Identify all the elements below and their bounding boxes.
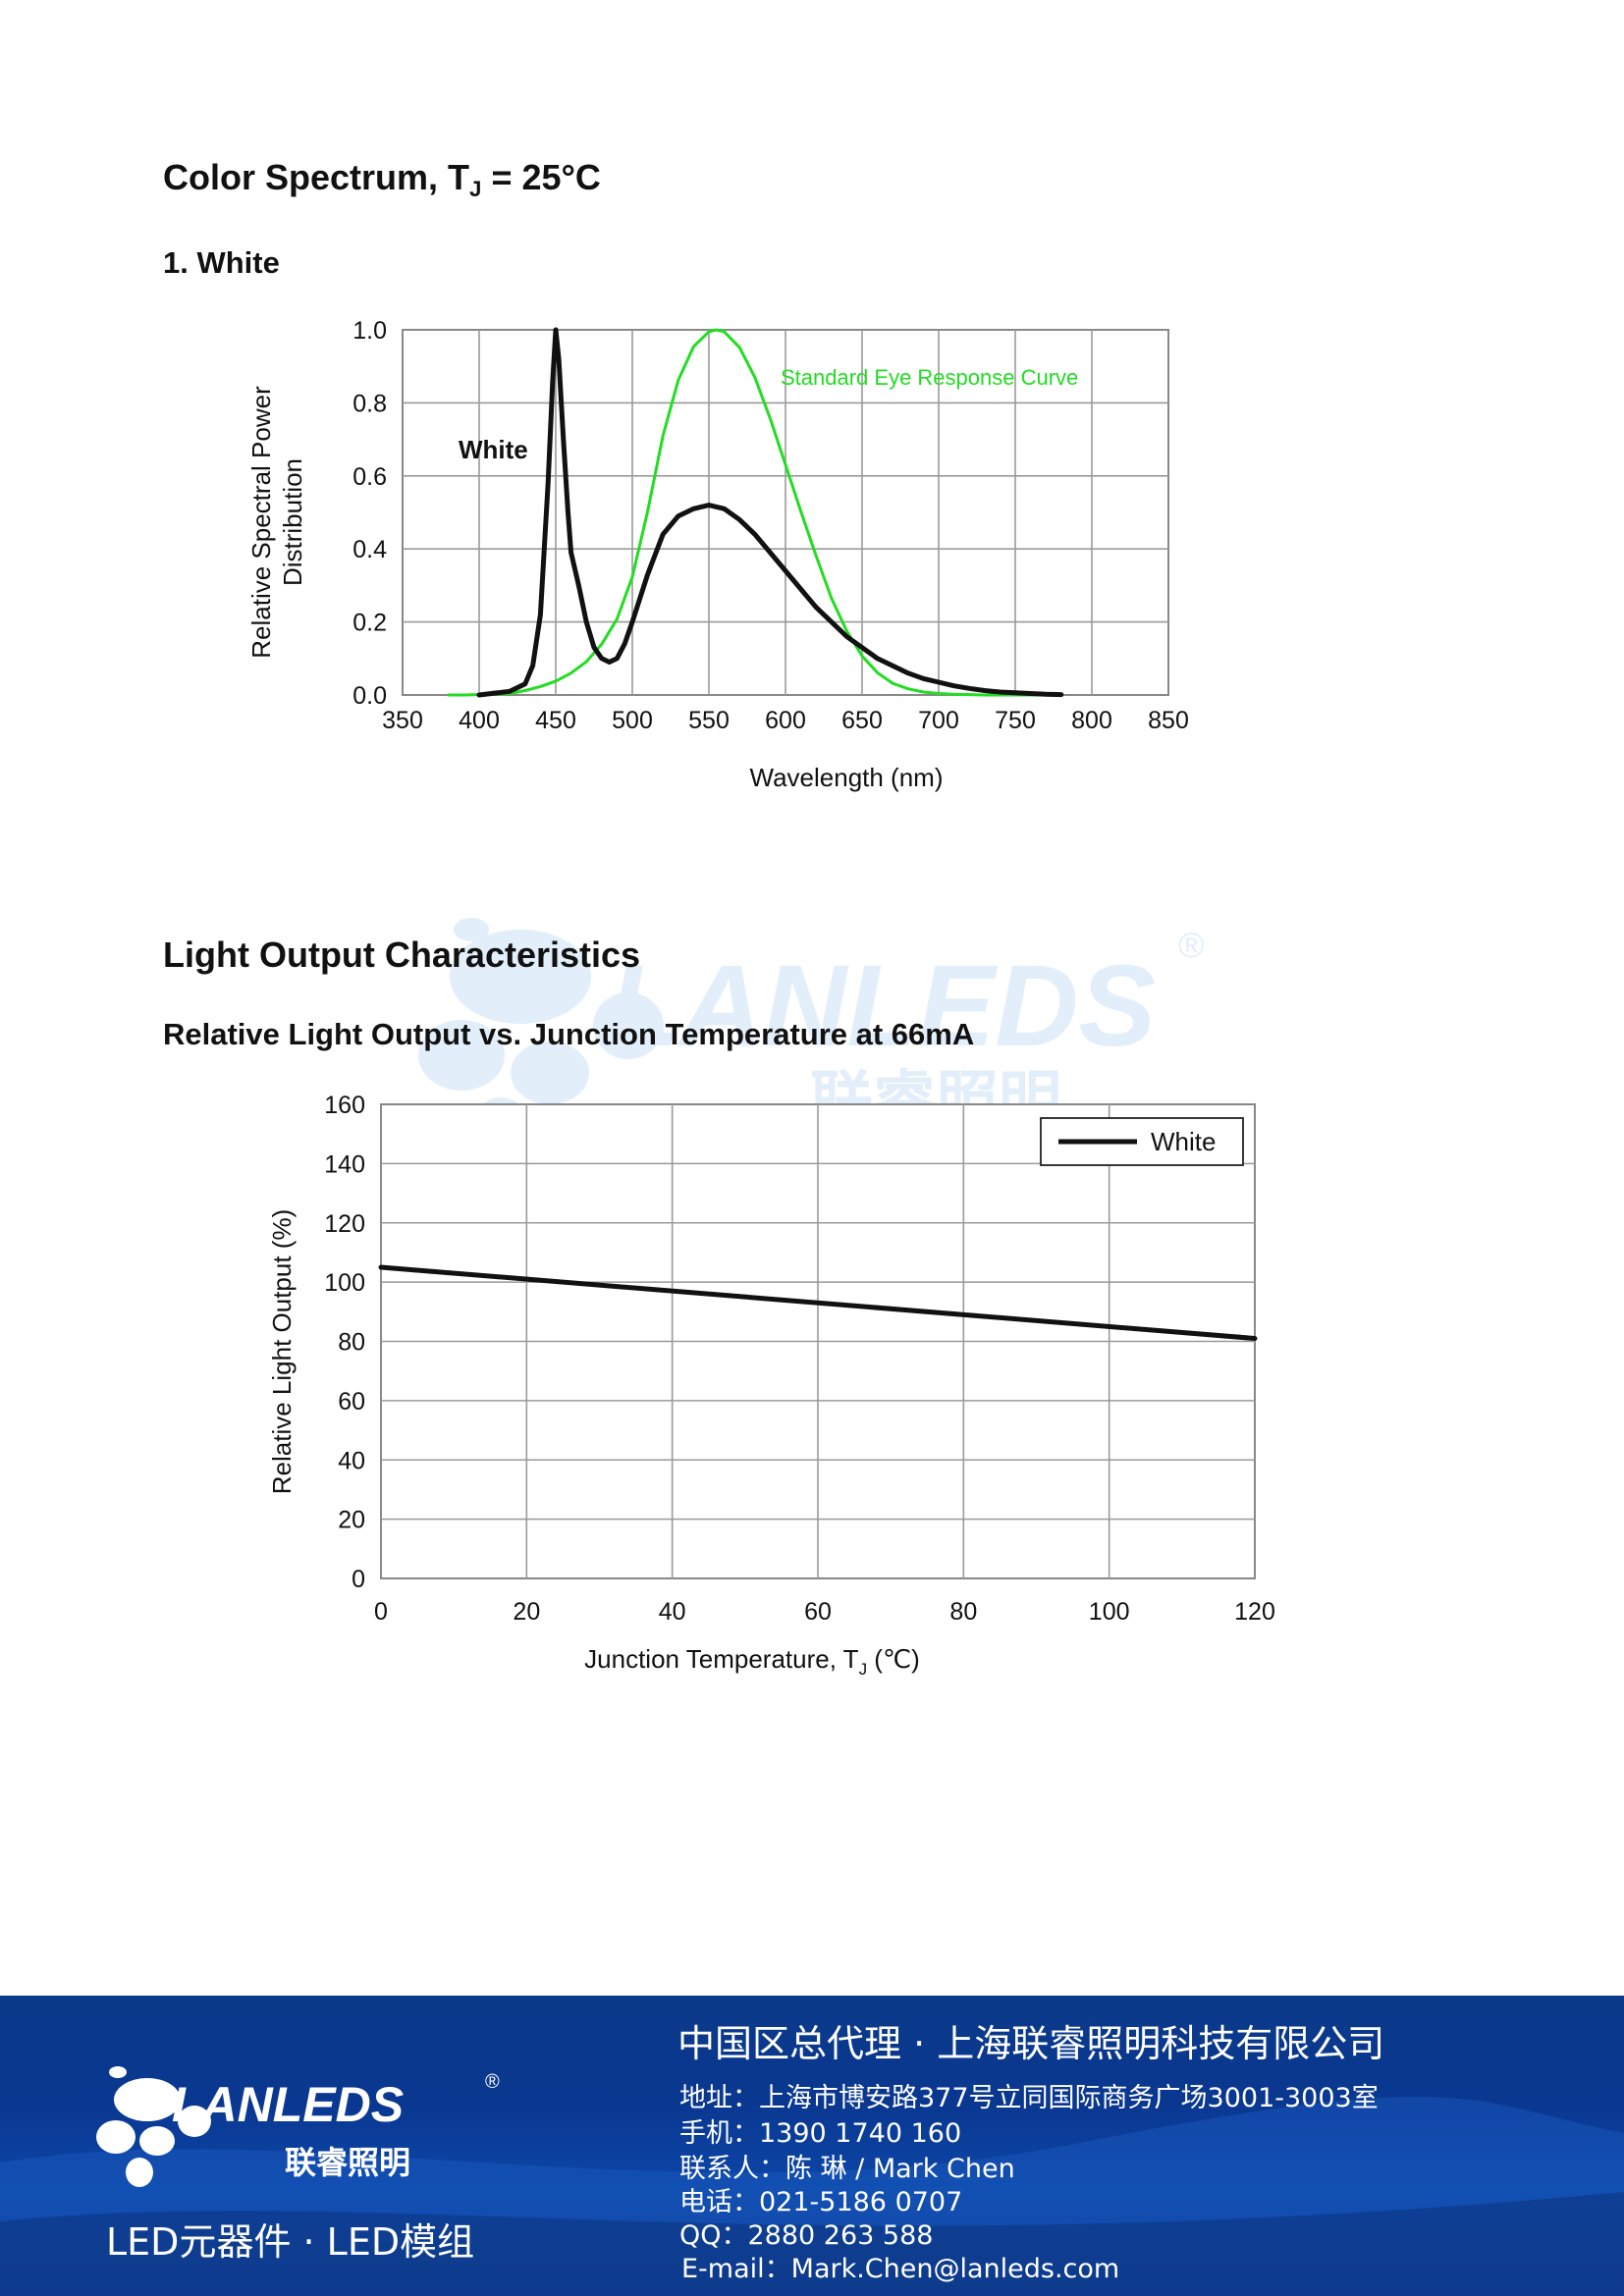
y-tick-label: 0 [352,1566,365,1593]
spectrum-y-ticks: 0.0 0.2 0.4 0.6 0.8 1.0 [352,317,387,710]
light-output-x-axis-label: Junction Temperature, TJ (℃) [584,1644,920,1679]
chart-title-relative-light-output: Relative Light Output vs. Junction Tempe… [163,1017,975,1051]
watermark-dot [593,992,664,1059]
logo-dot [114,2078,181,2121]
watermark-dot [450,930,591,1024]
x-tick-label: 750 [995,707,1036,734]
spectrum-grid [402,329,1169,696]
logo-dot [109,2066,127,2078]
y-tick-label: 1.0 [352,317,387,345]
light-output-x-ticks: 0 20 40 60 80 100 120 [374,1598,1275,1626]
y-tick-label: 40 [338,1447,365,1474]
x-tick-label: 700 [918,707,959,734]
footer-tagline: LED元器件 · LED模组 [106,2220,475,2264]
footer-banner: LANLEDS 联睿照明 ® LED元器件 · LED模组 中国区总代理 · 上… [0,1996,1624,2296]
x-tick-label: 400 [459,707,500,734]
y-tick-label: 160 [324,1092,365,1119]
y-tick-label: 0.8 [352,390,387,417]
x-tick-label: 20 [513,1598,540,1626]
section-title-light-output: Light Output Characteristics [163,934,641,975]
x-tick-label: 600 [765,707,806,734]
footer-logo-registered: ® [485,2071,500,2093]
watermark-brand: LANLEDS [609,941,1156,1071]
y-tick-label: 0.6 [352,463,387,491]
subtitle-white: 1. White [163,245,280,280]
y-tick-label: 20 [338,1507,365,1534]
x-tick-label: 80 [949,1598,977,1626]
footer-company: 中国区总代理 · 上海联睿照明科技有限公司 [677,2022,1385,2065]
y-tick-label: 120 [324,1210,365,1238]
series-line-white [378,1264,1258,1341]
section-title-color-spectrum: Color Spectrum, TJ = 25°C [163,157,601,202]
logo-dot [96,2120,135,2154]
x-tick-label: 650 [841,707,883,734]
light-output-series [378,1264,1258,1341]
light-output-y-axis-label: Relative Light Output (%) [267,1209,297,1494]
annotation-white: White [459,435,528,464]
footer-email[interactable]: E-mail：Mark.Chen@lanleds.com [681,2254,1120,2284]
y-tick-label: 0.0 [352,682,387,710]
footer-qq: QQ：2880 263 588 [679,2220,934,2251]
spectrum-y-axis-label-line1: Relative Spectral Power [246,386,276,659]
watermark-dot [454,918,489,941]
series-line-standard-eye-response-curve [447,328,1063,697]
light-output-y-ticks: 0 20 40 60 80 100 120 140 160 [324,1092,365,1593]
spectrum-chart: 350 400 450 500 550 600 650 700 750 800 850 0.0 0.2… [246,317,1189,792]
footer-wave-decoration [0,2097,1624,2296]
footer-logo-brand-cn: 联睿照明 [285,2145,410,2180]
legend: White [1040,1117,1244,1166]
y-tick-label: 100 [324,1269,365,1297]
light-output-grid [380,1103,1256,1579]
legend-label-white: White [1151,1127,1216,1156]
footer-mobile: 手机：1390 1740 160 [679,2118,962,2149]
y-tick-label: 0.4 [352,536,387,563]
x-tick-label: 40 [659,1598,686,1626]
spectrum-series [447,327,1064,698]
x-tick-label: 0 [374,1598,388,1626]
watermark-dot [418,1020,505,1091]
y-tick-label: 80 [338,1329,365,1357]
footer-logo: LANLEDS 联睿照明 ® [96,2066,500,2187]
spectrum-x-axis-label: Wavelength (nm) [750,763,944,792]
x-tick-label: 120 [1234,1598,1275,1626]
footer-logo-brand: LANLEDS [172,2077,404,2132]
x-tick-label: 350 [382,707,423,734]
footer-phone: 电话：021-5186 0707 [679,2187,963,2217]
annotation-eye-response: Standard Eye Response Curve [781,365,1078,390]
watermark-dot [511,1041,589,1104]
x-tick-label: 550 [688,707,730,734]
spectrum-y-axis-label-line2: Distribution [278,458,307,586]
x-tick-label: 450 [535,707,576,734]
footer-address: 地址：上海市博安路377号立同国际商务广场3001-3003室 [679,2083,1379,2113]
logo-dot [139,2126,175,2156]
watermark-registered: ® [1178,925,1205,965]
y-tick-label: 140 [324,1150,365,1178]
y-tick-label: 60 [338,1388,365,1415]
y-tick-label: 0.2 [352,610,387,637]
x-tick-label: 100 [1089,1598,1130,1626]
series-line-white [476,327,1064,698]
watermark-logo: LANLEDS 联睿照明 ® [418,918,1205,1160]
spectrum-x-ticks: 350 400 450 500 550 600 650 700 750 800 850 [382,707,1189,734]
logo-dot [126,2158,153,2187]
x-tick-label: 60 [804,1598,832,1626]
x-tick-label: 800 [1071,707,1112,734]
x-tick-label: 500 [612,707,653,734]
logo-dot [178,2106,211,2137]
x-tick-label: 850 [1148,707,1189,734]
footer-contact: 联系人：陈 琳 / Mark Chen [679,2154,1015,2184]
light-output-chart: 0 20 40 60 80 100 120 0 20 40 60 80 100 120 140 160 Wh… [267,1092,1275,1679]
